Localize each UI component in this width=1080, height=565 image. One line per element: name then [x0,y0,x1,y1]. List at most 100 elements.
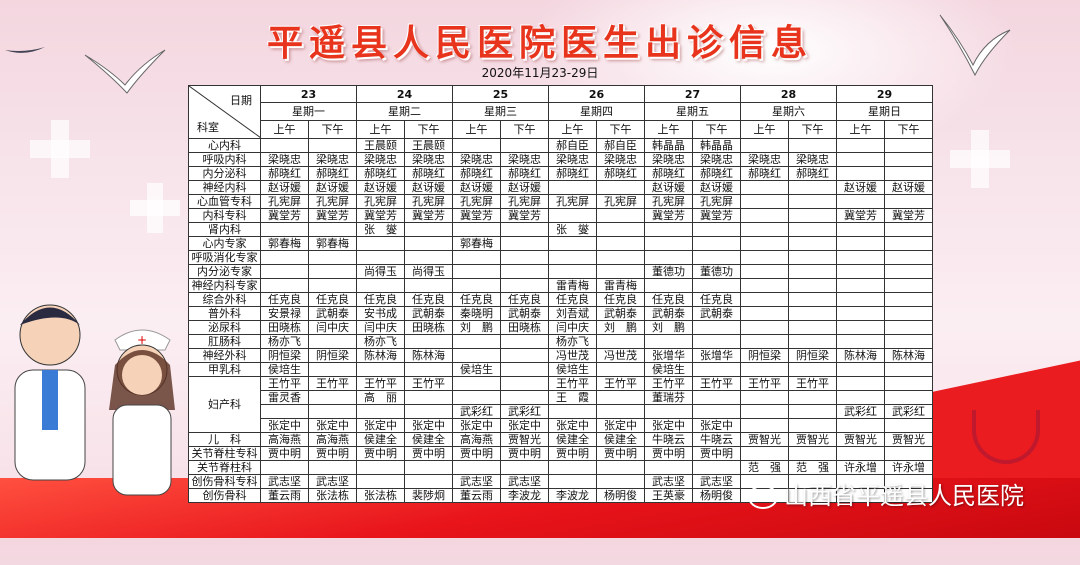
diagonal-divider [189,86,260,138]
doctor-cell [884,334,933,349]
table-row: 神经内科专家 雷青梅 雷青梅 [188,278,933,293]
doctor-cell [404,474,453,489]
header-dates-row: 日期 科室 23 24 25 26 27 28 29 [188,85,933,139]
doctor-cell: 高海燕 [452,432,501,447]
doctor-cell: 冀堂芳 [452,208,501,223]
doctor-cell: 张 燮 [356,222,405,237]
doctor-cell [404,278,453,293]
doctor-cell: 贾智光 [500,432,549,447]
corner-date-label: 日期 [230,94,252,107]
doctor-cell [596,250,645,265]
doctor-cell [836,250,885,265]
department-name: 创伤骨科专科 [188,474,261,489]
doctor-cell [884,166,933,181]
doctor-cell [452,222,501,237]
doctor-cell: 贾智光 [740,432,789,447]
doctor-cell [260,250,309,265]
doctor-cell: 董云雨 [452,488,501,503]
doctor-cell: 张定中 [596,418,645,433]
doctor-cell: 孔宪屏 [308,194,357,209]
doctor-cell: 梁晓忠 [596,152,645,167]
corner-header: 日期 科室 [188,85,261,139]
table-row: 心内专家 郭春梅 郭春梅 郭春梅 [188,236,933,251]
doctor-cell: 王晨颐 [404,138,453,153]
doctor-cell: 贾中明 [356,446,405,461]
doctor-cell [836,264,885,279]
doctor-cell: 郭春梅 [452,236,501,251]
department-name: 甲乳科 [188,362,261,377]
doctor-cell: 冀堂芳 [500,208,549,223]
doctor-cell [452,390,501,405]
date-header: 27 [644,85,741,103]
doctor-cell [692,404,741,419]
doctor-cell: 张定中 [308,418,357,433]
svg-text:+: + [137,333,147,347]
doctor-cell: 赵讶媛 [500,180,549,195]
doctor-cell: 郝晓红 [356,166,405,181]
doctor-cell: 尚得玉 [404,264,453,279]
doctor-cell [740,334,789,349]
doctor-cell: 雷青梅 [548,278,597,293]
doctor-cell: 王竹平 [404,376,453,391]
doctor-cell [884,446,933,461]
doctor-cell [308,334,357,349]
doctor-cell [740,208,789,223]
doctor-cell: 李波龙 [500,488,549,503]
doctor-cell: 田晓栋 [500,320,549,335]
weekday-header: 星期二 [356,102,453,121]
doctor-cell [740,404,789,419]
doctor-cell: 武志坚 [500,474,549,489]
doctor-cell [788,180,837,195]
doctor-cell: 李波龙 [548,488,597,503]
department-name: 肛肠科 [188,334,261,349]
doctor-cell: 郝自臣 [548,138,597,153]
doctor-cell: 贾中明 [404,446,453,461]
doctor-cell: 裴陟炯 [404,488,453,503]
doctor-cell [452,376,501,391]
afternoon-header: 下午 [404,120,453,139]
doctor-cell: 冀堂芳 [644,208,693,223]
doctor-cell: 梁晓忠 [548,152,597,167]
doctor-cell [596,222,645,237]
doctor-cell: 阴恒梁 [788,348,837,363]
doctor-cell: 孔宪屏 [692,194,741,209]
doctor-cell: 王竹平 [308,376,357,391]
doctor-cell [356,278,405,293]
medical-cross-decoration [51,120,69,178]
doctor-cell: 郝晓红 [260,166,309,181]
morning-header: 上午 [548,120,597,139]
doctor-cell: 郝自臣 [596,138,645,153]
doctor-cell: 梁晓忠 [452,152,501,167]
doctor-cell [692,320,741,335]
doctor-cell [452,460,501,475]
doctor-cell: 郭春梅 [260,236,309,251]
doctor-cell: 冀堂芳 [308,208,357,223]
doctor-cell [740,264,789,279]
doctor-cell [884,292,933,307]
doctor-cell [836,446,885,461]
doctor-cell: 任克良 [644,292,693,307]
date-header: 24 [356,85,453,103]
doctor-cell [788,446,837,461]
doctor-cell: 王竹平 [644,376,693,391]
doctor-cell: 武彩红 [500,404,549,419]
date-header: 29 [836,85,933,103]
doctor-cell: 赵讶媛 [836,180,885,195]
doctor-cell: 冯世茂 [596,348,645,363]
doctor-illustration [14,304,86,481]
doctor-cell [692,334,741,349]
doctor-cell [740,320,789,335]
weekday-header: 星期六 [740,102,837,121]
doctor-cell [836,194,885,209]
date-range: 2020年11月23-29日 [481,66,599,80]
doctor-cell: 张定中 [500,418,549,433]
department-name: 呼吸内科 [188,152,261,167]
header-weekdays-row: 星期一 星期二 星期三 星期四 星期五 星期六 星期日 [189,102,933,121]
doctor-cell: 田晓栋 [404,320,453,335]
doctor-cell: 王 霞 [548,390,597,405]
doctor-cell: 冀堂芳 [260,208,309,223]
stethoscope-decoration [972,410,1040,464]
doctor-cell [740,278,789,293]
doctor-cell: 赵讶媛 [692,180,741,195]
doctor-cell [644,236,693,251]
